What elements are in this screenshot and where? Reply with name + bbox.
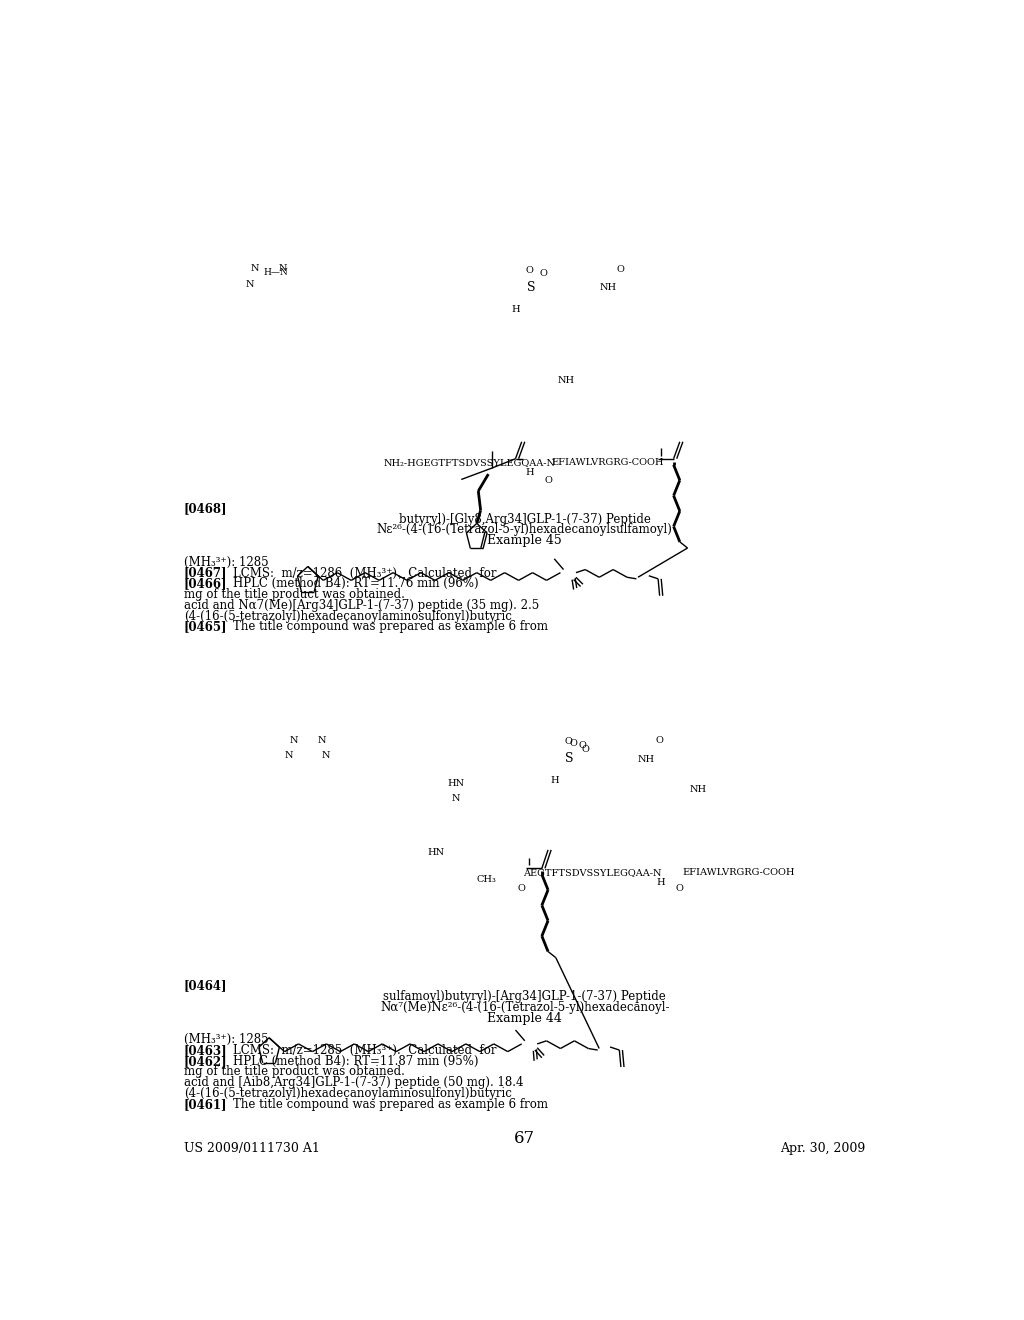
Text: O: O bbox=[544, 477, 552, 484]
Text: H—N: H—N bbox=[264, 268, 289, 276]
Text: N: N bbox=[290, 735, 298, 744]
Text: butyryl)-[Gly8,Arg34]GLP-1-(7-37) Peptide: butyryl)-[Gly8,Arg34]GLP-1-(7-37) Peptid… bbox=[399, 512, 650, 525]
Text: Nα⁷(Me)Nε²⁶-(4-(16-(Tetrazol-5-yl)hexadecanoyl-: Nα⁷(Me)Nε²⁶-(4-(16-(Tetrazol-5-yl)hexade… bbox=[380, 1001, 670, 1014]
Text: sulfamoyl)butyryl)-[Arg34]GLP-1-(7-37) Peptide: sulfamoyl)butyryl)-[Arg34]GLP-1-(7-37) P… bbox=[383, 990, 667, 1003]
Text: acid and Nα7(Me)[Arg34]GLP-1-(7-37) peptide (35 mg). 2.5: acid and Nα7(Me)[Arg34]GLP-1-(7-37) pept… bbox=[183, 599, 539, 612]
Text: O: O bbox=[582, 744, 589, 754]
Text: H: H bbox=[525, 469, 534, 478]
Text: [0464]: [0464] bbox=[183, 979, 227, 993]
Text: CH₃: CH₃ bbox=[476, 875, 496, 884]
Text: LCMS:  m/z=1285  (MH₃³⁺).  Calculated  for: LCMS: m/z=1285 (MH₃³⁺). Calculated for bbox=[233, 1044, 497, 1057]
Text: N: N bbox=[251, 264, 259, 273]
Text: The title compound was prepared as example 6 from: The title compound was prepared as examp… bbox=[233, 620, 549, 634]
Text: AEGTFTSDVSSYLEGQAA-N: AEGTFTSDVSSYLEGQAA-N bbox=[523, 867, 662, 876]
Text: EFIAWLVRGRG-COOH: EFIAWLVRGRG-COOH bbox=[683, 867, 796, 876]
Text: [0467]: [0467] bbox=[183, 566, 227, 579]
Text: (4-(16-(5-tetrazolyl)hexadecanoylaminosulfonyl)butyric: (4-(16-(5-tetrazolyl)hexadecanoylaminosu… bbox=[183, 1088, 512, 1100]
Text: S: S bbox=[526, 281, 536, 294]
Text: Example 44: Example 44 bbox=[487, 1011, 562, 1024]
Text: S: S bbox=[565, 752, 574, 766]
Text: H: H bbox=[511, 305, 520, 314]
Text: EFIAWLVRGRG-COOH: EFIAWLVRGRG-COOH bbox=[551, 458, 664, 467]
Text: [0465]: [0465] bbox=[183, 620, 227, 634]
Text: mg of the title product was obtained.: mg of the title product was obtained. bbox=[183, 1065, 404, 1078]
Text: Nε²⁶-(4-(16-(Tetrazol-5-yl)hexadecanoylsulfamoyl): Nε²⁶-(4-(16-(Tetrazol-5-yl)hexadecanoyls… bbox=[377, 524, 673, 536]
Text: N: N bbox=[452, 795, 460, 803]
Text: H: H bbox=[550, 776, 558, 785]
Text: (4-(16-(5-tetrazolyl)hexadecanoylaminosulfonyl)butyric: (4-(16-(5-tetrazolyl)hexadecanoylaminosu… bbox=[183, 610, 512, 623]
Text: [0466]: [0466] bbox=[183, 577, 227, 590]
Text: [0468]: [0468] bbox=[183, 502, 227, 515]
Text: acid and [Aib8,Arg34]GLP-1-(7-37) peptide (50 mg). 18.4: acid and [Aib8,Arg34]GLP-1-(7-37) peptid… bbox=[183, 1076, 523, 1089]
Text: N: N bbox=[279, 264, 287, 273]
Text: HPLC (method B4): RT=11.87 min (95%): HPLC (method B4): RT=11.87 min (95%) bbox=[233, 1055, 479, 1068]
Text: LCMS:  m/z=1286  (MH₃³⁺).  Calculated  for: LCMS: m/z=1286 (MH₃³⁺). Calculated for bbox=[233, 566, 497, 579]
Text: HN: HN bbox=[447, 779, 464, 788]
Text: O: O bbox=[540, 269, 548, 279]
Text: O: O bbox=[525, 267, 534, 275]
Text: NH: NH bbox=[689, 785, 707, 795]
Text: H: H bbox=[656, 878, 666, 887]
Text: [0462]: [0462] bbox=[183, 1055, 227, 1068]
Text: O: O bbox=[676, 884, 684, 892]
Text: mg of the title product was obtained.: mg of the title product was obtained. bbox=[183, 589, 404, 601]
Text: NH: NH bbox=[638, 755, 655, 763]
Text: [0463]: [0463] bbox=[183, 1044, 227, 1057]
Text: N: N bbox=[322, 751, 330, 760]
Text: The title compound was prepared as example 6 from: The title compound was prepared as examp… bbox=[233, 1098, 549, 1111]
Text: NH: NH bbox=[557, 376, 574, 384]
Text: Example 45: Example 45 bbox=[487, 535, 562, 548]
Text: N: N bbox=[285, 751, 293, 760]
Text: NH: NH bbox=[599, 284, 616, 292]
Text: O: O bbox=[579, 741, 586, 750]
Text: O: O bbox=[518, 884, 525, 892]
Text: (MH₃³⁺): 1285: (MH₃³⁺): 1285 bbox=[183, 1034, 268, 1047]
Text: HPLC (method B4): RT=11.76 min (96%): HPLC (method B4): RT=11.76 min (96%) bbox=[233, 577, 479, 590]
Text: Apr. 30, 2009: Apr. 30, 2009 bbox=[780, 1143, 866, 1155]
Text: NH₂-HGEGTFTSDVSSYLEGQAA-N: NH₂-HGEGTFTSDVSSYLEGQAA-N bbox=[384, 458, 556, 467]
Text: 67: 67 bbox=[514, 1130, 536, 1147]
Text: N: N bbox=[246, 280, 254, 289]
Text: US 2009/0111730 A1: US 2009/0111730 A1 bbox=[183, 1143, 319, 1155]
Text: O: O bbox=[655, 737, 664, 744]
Text: O: O bbox=[617, 264, 625, 273]
Text: [0461]: [0461] bbox=[183, 1098, 227, 1111]
Text: O: O bbox=[569, 739, 578, 748]
Text: O: O bbox=[564, 738, 572, 746]
Text: (MH₃³⁺): 1285: (MH₃³⁺): 1285 bbox=[183, 556, 268, 569]
Text: N: N bbox=[317, 735, 326, 744]
Text: HN: HN bbox=[427, 847, 444, 857]
